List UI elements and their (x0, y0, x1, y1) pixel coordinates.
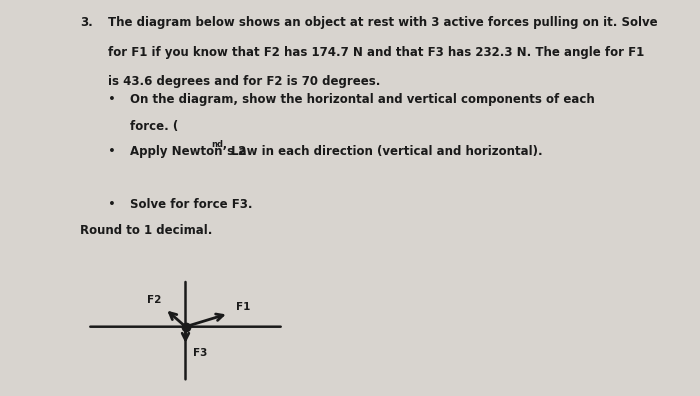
Text: force. (: force. ( (130, 120, 178, 133)
Text: •: • (108, 198, 116, 211)
Text: Apply Newton’s 2: Apply Newton’s 2 (130, 145, 246, 158)
Text: nd: nd (211, 140, 223, 149)
Text: On the diagram, show the horizontal and vertical components of each: On the diagram, show the horizontal and … (130, 93, 594, 106)
Text: •: • (108, 145, 116, 158)
Text: F3: F3 (193, 348, 207, 358)
Text: for F1 if you know that F2 has 174.7 N and that F3 has 232.3 N. The angle for F1: for F1 if you know that F2 has 174.7 N a… (108, 46, 645, 59)
Text: 3.: 3. (80, 16, 93, 29)
Text: Solve for force F3.: Solve for force F3. (130, 198, 252, 211)
Text: Law in each direction (vertical and horizontal).: Law in each direction (vertical and hori… (227, 145, 542, 158)
Text: •: • (108, 93, 116, 106)
Text: F1: F1 (236, 302, 250, 312)
Text: The diagram below shows an object at rest with 3 active forces pulling on it. So: The diagram below shows an object at res… (108, 16, 658, 29)
Text: F2: F2 (147, 295, 162, 305)
Text: is 43.6 degrees and for F2 is 70 degrees.: is 43.6 degrees and for F2 is 70 degrees… (108, 75, 381, 88)
Text: Round to 1 decimal.: Round to 1 decimal. (80, 224, 213, 237)
